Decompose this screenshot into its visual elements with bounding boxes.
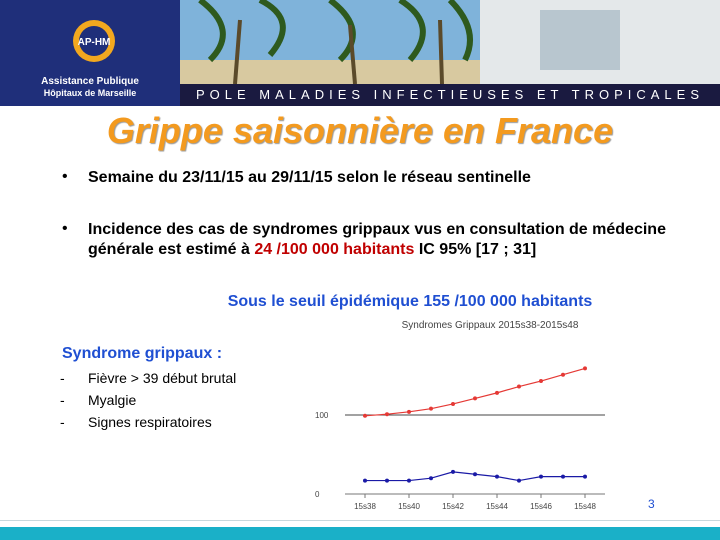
data-point bbox=[429, 406, 433, 411]
x-tick-label: 15s46 bbox=[530, 502, 552, 511]
data-point bbox=[517, 478, 521, 483]
symptom-item: Fièvre > 39 début brutal bbox=[88, 370, 237, 386]
data-point bbox=[363, 413, 367, 418]
data-point bbox=[407, 409, 411, 414]
x-tick-label: 15s44 bbox=[486, 502, 508, 511]
y-tick-label: 100 bbox=[315, 411, 329, 420]
slide-title: Grippe saisonnière en France bbox=[106, 110, 614, 151]
data-point bbox=[539, 474, 543, 479]
data-point bbox=[583, 474, 587, 479]
x-tick-label: 15s48 bbox=[574, 502, 596, 511]
logo: AP-HM Assistance Publique Hôpitaux de Ma… bbox=[0, 0, 180, 106]
org-name: Assistance Publique bbox=[41, 76, 139, 87]
data-point bbox=[407, 478, 411, 483]
footer-divider bbox=[0, 520, 720, 521]
data-point bbox=[517, 384, 521, 389]
data-point bbox=[363, 478, 367, 483]
x-tick-label: 15s38 bbox=[354, 502, 376, 511]
data-point bbox=[495, 390, 499, 395]
data-point bbox=[385, 412, 389, 417]
data-point bbox=[561, 372, 565, 377]
data-point bbox=[539, 379, 543, 384]
data-point bbox=[561, 474, 565, 479]
data-point bbox=[495, 474, 499, 479]
dash-marker: - bbox=[60, 392, 65, 408]
bullet-week: Semaine du 23/11/15 au 29/11/15 selon le… bbox=[88, 169, 531, 186]
footer-bar bbox=[0, 527, 720, 540]
logo-text: AP-HM bbox=[78, 37, 111, 48]
chart-title: Syndromes Grippaux 2015s38-2015s48 bbox=[401, 320, 579, 331]
bullet-icon: • bbox=[62, 168, 68, 185]
dash-marker: - bbox=[60, 414, 65, 430]
header-banner: AP-HM Assistance Publique Hôpitaux de Ma… bbox=[0, 0, 720, 106]
incidence-text: Incidence des cas de syndromes grippaux … bbox=[88, 221, 666, 258]
symptom-item: Myalgie bbox=[88, 392, 137, 408]
syndrome-heading: Syndrome grippaux : bbox=[62, 345, 223, 362]
dash-marker: - bbox=[60, 370, 65, 386]
x-tick-label: 15s40 bbox=[398, 502, 420, 511]
data-point bbox=[583, 366, 587, 371]
data-point bbox=[473, 396, 477, 401]
incidence-ci: IC 95% [17 ; 31] bbox=[414, 241, 537, 258]
data-point bbox=[473, 472, 477, 477]
incidence-value: 24 /100 000 habitants bbox=[254, 241, 415, 258]
data-point bbox=[451, 401, 455, 406]
threshold-note: Sous le seuil épidémique 155 /100 000 ha… bbox=[227, 293, 593, 310]
x-tick-label: 15s42 bbox=[442, 502, 464, 511]
bullet-incidence: Incidence des cas de syndromes grippaux … bbox=[88, 220, 698, 260]
beach-photo bbox=[180, 0, 720, 106]
pole-title: POLE MALADIES INFECTIEUSES ET TROPICALES bbox=[180, 84, 720, 106]
data-point bbox=[385, 478, 389, 483]
org-subname: Hôpitaux de Marseille bbox=[43, 88, 137, 98]
series-line bbox=[364, 367, 586, 417]
aphm-logo-emblem: AP-HM bbox=[73, 20, 115, 62]
bullet-icon: • bbox=[62, 220, 68, 237]
symptom-item: Signes respiratoires bbox=[88, 414, 212, 430]
incidence-chart: 0 100 15s38 15s40 15s42 15s44 15s46 15s48 bbox=[315, 366, 605, 511]
page-number: 3 bbox=[648, 497, 655, 511]
data-point bbox=[429, 476, 433, 481]
y-tick-label: 0 bbox=[315, 490, 320, 499]
data-point bbox=[451, 469, 455, 474]
